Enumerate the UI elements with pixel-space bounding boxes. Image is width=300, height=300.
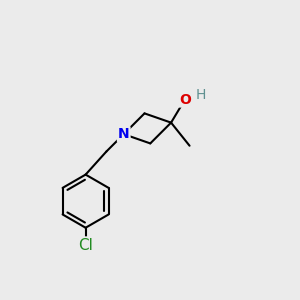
Text: Cl: Cl: [78, 238, 93, 253]
Text: N: N: [118, 127, 130, 141]
Text: O: O: [179, 92, 191, 106]
Text: H: H: [196, 88, 206, 102]
